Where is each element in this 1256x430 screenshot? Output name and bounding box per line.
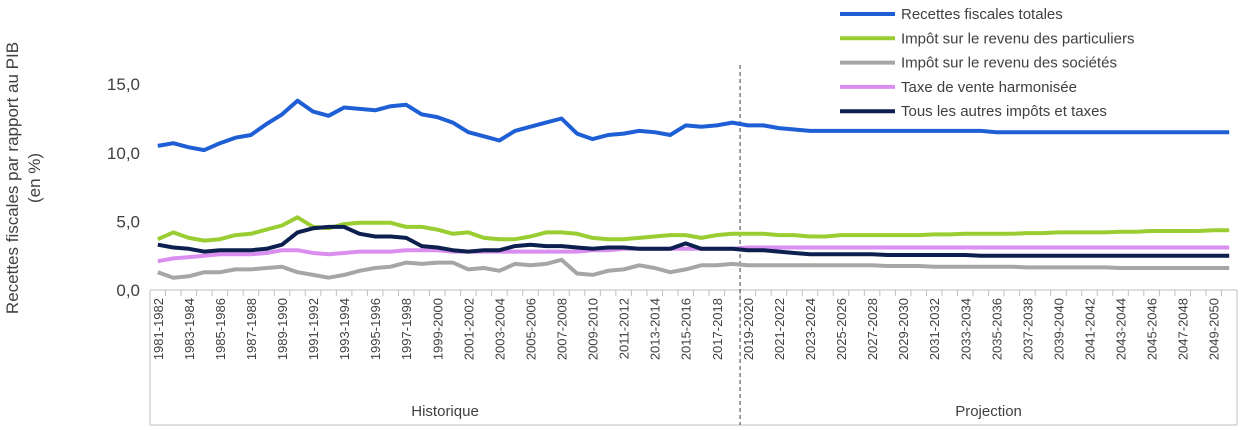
x-tick-label: 2033-2034: [958, 298, 973, 360]
series-line: [157, 98, 1230, 153]
series-line: [157, 245, 1230, 264]
x-tick-label: 1989-1990: [275, 298, 290, 360]
x-tick-label: 1987-1988: [244, 298, 259, 360]
legend-label: Tous les autres impôts et taxes: [901, 103, 1107, 120]
x-tick-label: 2005-2006: [523, 298, 538, 360]
x-tick-label: 1991-1992: [306, 298, 321, 360]
x-tick-label: 2049-2050: [1207, 298, 1222, 360]
y-tick-label: 15,0: [107, 75, 140, 94]
x-tick-label: 2039-2040: [1051, 298, 1066, 360]
legend-label: Recettes fiscales totales: [901, 6, 1063, 23]
x-tick-label: 2047-2048: [1176, 298, 1191, 360]
x-tick-label: 2019-2020: [741, 298, 756, 360]
x-tick-label: 1983-1984: [182, 298, 197, 360]
x-tick-label: 2015-2016: [679, 298, 694, 360]
y-tick-label: 10,0: [107, 144, 140, 163]
x-tick-label: 2009-2010: [586, 298, 601, 360]
legend-label: Impôt sur le revenu des particuliers: [901, 30, 1134, 47]
series-line: [157, 257, 1230, 280]
x-tick-label: 2041-2042: [1082, 298, 1097, 360]
x-tick-label: 2011-2012: [617, 298, 632, 359]
x-tick-label: 1993-1994: [337, 298, 352, 360]
x-tick-label: 1981-1982: [151, 298, 166, 360]
x-tick-label: 2023-2024: [803, 298, 818, 360]
legend-label: Taxe de vente harmonisée: [901, 79, 1077, 96]
x-tick-label: 2037-2038: [1020, 298, 1035, 360]
y-tick-label: 0,0: [116, 281, 140, 300]
x-tick-label: 1985-1986: [213, 298, 228, 360]
x-tick-label: 2029-2030: [896, 298, 911, 360]
x-tick-label: 2003-2004: [492, 298, 507, 360]
x-tick-label: 2043-2044: [1114, 298, 1129, 360]
x-tick-label: 2027-2028: [865, 298, 880, 360]
x-tick-label: 2001-2002: [461, 298, 476, 360]
y-axis-title-box: Recettes fiscales par rapport au PIB (en…: [3, 41, 44, 313]
x-tick-label: 1997-1998: [399, 298, 414, 360]
series-line: [157, 224, 1230, 258]
x-tick-label: 2007-2008: [555, 298, 570, 360]
x-tick-label: 2031-2032: [927, 298, 942, 360]
x-tick-label: 2021-2022: [772, 298, 787, 360]
legend-label: Impôt sur le revenu des sociétés: [901, 55, 1117, 72]
y-tick-label: 5,0: [116, 212, 140, 231]
y-axis-title: Recettes fiscales par rapport au PIB (en…: [3, 41, 44, 314]
x-tick-label: 1995-1996: [368, 298, 383, 360]
x-tick-label: 2025-2026: [834, 298, 849, 360]
x-tick-label: 1999-2000: [430, 298, 445, 360]
x-tick-label: 2035-2036: [989, 298, 1004, 360]
group-label: Historique: [411, 403, 479, 420]
x-tick-label: 2017-2018: [710, 298, 725, 360]
x-tick-label: 2013-2014: [648, 298, 663, 360]
group-label: Projection: [955, 403, 1022, 420]
x-tick-label: 2045-2046: [1145, 298, 1160, 360]
